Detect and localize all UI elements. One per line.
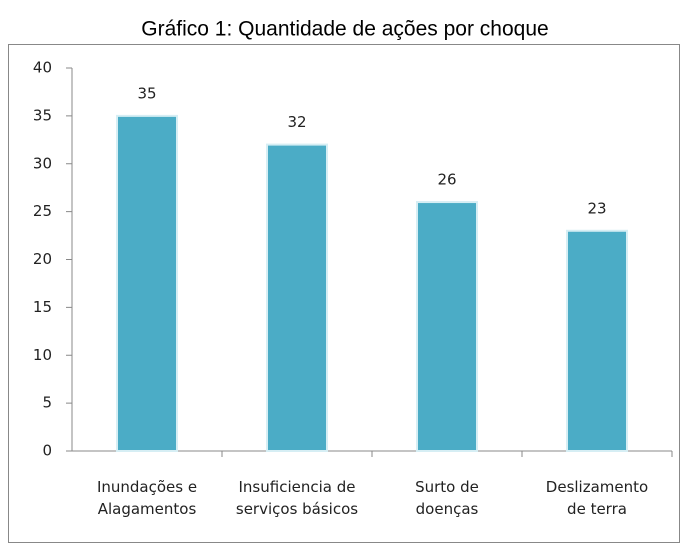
y-tick-label: 25	[33, 202, 52, 220]
chart-title: Gráfico 1: Quantidade de ações por choqu…	[141, 18, 548, 41]
x-tick-label: Deslizamento de terra	[545, 478, 649, 518]
data-label: 26	[437, 171, 456, 189]
bar	[566, 229, 628, 452]
y-tick-label: 40	[33, 59, 52, 77]
y-tick-label: 5	[42, 394, 52, 412]
x-tick-label: Surto de doenças	[415, 478, 479, 518]
y-tick-label: 20	[33, 250, 52, 268]
y-tick-label: 10	[33, 346, 52, 364]
data-label: 35	[137, 84, 156, 102]
x-tick-label: Insuficiencia de serviços básicos	[235, 478, 359, 518]
y-tick-label: 35	[33, 106, 52, 124]
x-tick-label-box: Surto de doenças	[415, 478, 479, 518]
x-tick-label-box: Insuficiencia de serviços básicos	[235, 478, 359, 518]
y-tick-label: 0	[42, 442, 52, 460]
bar	[416, 201, 478, 452]
data-label: 23	[587, 199, 606, 217]
bar	[266, 143, 328, 452]
y-tick-label: 15	[33, 298, 52, 316]
y-tick-label: 30	[33, 154, 52, 172]
data-label: 32	[287, 113, 306, 131]
x-tick-label-box: Deslizamento de terra	[545, 478, 649, 518]
x-tick-label-box: Inundações e Alagamentos	[96, 478, 198, 518]
x-tick-label: Inundações e Alagamentos	[96, 478, 198, 518]
bar	[116, 114, 178, 452]
